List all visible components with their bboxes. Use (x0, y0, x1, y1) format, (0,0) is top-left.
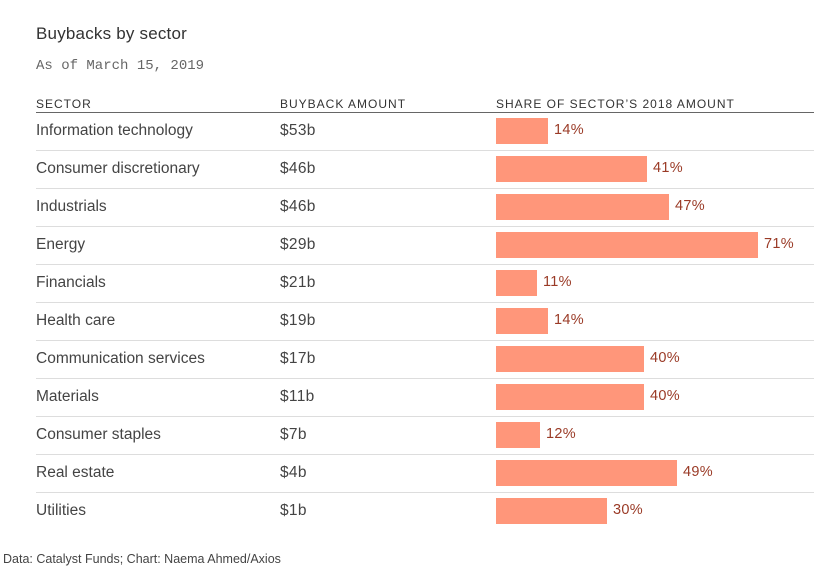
share-bar (496, 232, 758, 258)
row-divider (36, 416, 814, 417)
share-label: 71% (764, 236, 794, 252)
row-divider (36, 492, 814, 493)
row-divider (36, 188, 814, 189)
row-divider (36, 264, 814, 265)
row-divider (36, 150, 814, 151)
row-divider (36, 226, 814, 227)
share-bar (496, 346, 644, 372)
sector-label: Financials (36, 274, 106, 291)
sector-label: Materials (36, 388, 99, 405)
sector-label: Information technology (36, 122, 193, 139)
share-label: 40% (650, 388, 680, 404)
share-label: 14% (554, 122, 584, 138)
share-label: 30% (613, 502, 643, 518)
sector-label: Real estate (36, 464, 115, 481)
share-label: 11% (543, 274, 572, 290)
buyback-amount: $11b (280, 388, 315, 405)
share-label: 12% (546, 426, 576, 442)
sector-label: Consumer staples (36, 426, 161, 443)
share-bar (496, 498, 607, 524)
buyback-amount: $7b (280, 426, 307, 443)
row-divider (36, 302, 814, 303)
share-bar (496, 156, 647, 182)
buyback-amount: $1b (280, 502, 307, 519)
share-label: 41% (653, 160, 683, 176)
share-label: 14% (554, 312, 584, 328)
sector-label: Health care (36, 312, 116, 329)
buyback-amount: $53b (280, 122, 316, 139)
sector-label: Consumer discretionary (36, 160, 200, 177)
share-label: 49% (683, 464, 713, 480)
column-header-amount: Buyback amount (280, 97, 407, 111)
table-row: Industrials $46b 47% (0, 189, 835, 227)
share-bar (496, 384, 644, 410)
buyback-amount: $21b (280, 274, 316, 291)
table-header: Sector Buyback amount Share of sector’s … (0, 97, 835, 113)
share-bar (496, 308, 548, 334)
column-header-sector: Sector (36, 97, 92, 111)
table-row: Real estate $4b 49% (0, 455, 835, 493)
share-bar (496, 118, 548, 144)
buyback-amount: $4b (280, 464, 307, 481)
table-row: Communication services $17b 40% (0, 341, 835, 379)
sector-label: Energy (36, 236, 86, 253)
table-row: Financials $21b 11% (0, 265, 835, 303)
sector-label: Utilities (36, 502, 86, 519)
source-note: Data: Catalyst Funds; Chart: Naema Ahmed… (3, 552, 281, 566)
table-row: Information technology $53b 14% (0, 113, 835, 151)
chart-subtitle: As of March 15, 2019 (36, 58, 205, 74)
share-label: 47% (675, 198, 705, 214)
share-bar (496, 194, 669, 220)
share-label: 40% (650, 350, 680, 366)
table-row: Energy $29b 71% (0, 227, 835, 265)
table-row: Consumer discretionary $46b 41% (0, 151, 835, 189)
sector-label: Industrials (36, 198, 107, 215)
sector-label: Communication services (36, 350, 205, 367)
table-row: Consumer staples $7b 12% (0, 417, 835, 455)
row-divider (36, 378, 814, 379)
table-row: Utilities $1b 30% (0, 493, 835, 531)
buyback-amount: $46b (280, 160, 316, 177)
buyback-amount: $29b (280, 236, 316, 253)
share-bar (496, 422, 540, 448)
buyback-amount: $17b (280, 350, 316, 367)
table-row: Materials $11b 40% (0, 379, 835, 417)
share-bar (496, 460, 677, 486)
row-divider (36, 454, 814, 455)
column-header-share: Share of sector’s 2018 amount (496, 97, 735, 111)
row-divider (36, 340, 814, 341)
buyback-amount: $46b (280, 198, 316, 215)
buyback-amount: $19b (280, 312, 316, 329)
share-bar (496, 270, 537, 296)
table-row: Health care $19b 14% (0, 303, 835, 341)
chart-title: Buybacks by sector (36, 24, 187, 43)
header-divider (36, 112, 814, 113)
